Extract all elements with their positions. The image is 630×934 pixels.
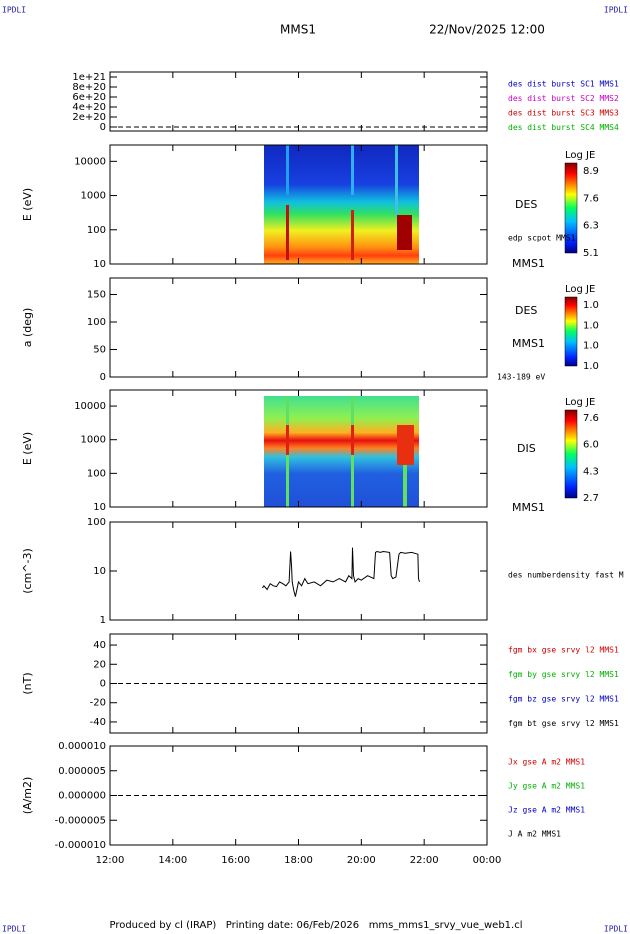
colorbar-title: Log JE bbox=[565, 150, 595, 161]
x-tick-label: 14:00 bbox=[158, 855, 187, 866]
legend-entry: des dist burst SC2 MMS2 bbox=[508, 94, 619, 103]
y-tick-label: -40 bbox=[90, 717, 106, 728]
colorbar bbox=[564, 162, 578, 254]
panel-frame bbox=[109, 71, 488, 132]
y-axis-label: (A/m2) bbox=[21, 777, 34, 815]
legend-entry: des dist burst SC4 MMS4 bbox=[508, 123, 619, 132]
x-tick-label: 22:00 bbox=[410, 855, 439, 866]
colorbar-title: Log JE bbox=[565, 284, 595, 295]
colorbar-label: 1.0 bbox=[583, 361, 599, 372]
y-tick-label: 100 bbox=[87, 225, 106, 236]
date: 22/Nov/2025 12:00 bbox=[429, 23, 545, 37]
y-tick-label: 1 bbox=[100, 615, 106, 626]
y-tick-label: 0.000000 bbox=[58, 791, 106, 802]
panel-frame bbox=[109, 277, 488, 378]
side-label: edp scpot MMS1 bbox=[508, 234, 576, 243]
y-tick-label: 10 bbox=[93, 566, 106, 577]
y-tick-label: 10 bbox=[93, 259, 106, 270]
y-tick-label: 10 bbox=[93, 502, 106, 513]
legend-entry: des dist burst SC3 MMS3 bbox=[508, 109, 619, 118]
dis-spectrogram bbox=[264, 396, 419, 507]
y-tick-label: 1e+21 bbox=[72, 72, 106, 83]
y-tick-label: -0.000010 bbox=[55, 840, 106, 851]
y-tick-label: 0 bbox=[100, 122, 106, 133]
colorbar-label: 6.3 bbox=[583, 221, 599, 232]
y-tick-label: 40 bbox=[93, 640, 106, 651]
legend-entry: fgm bz gse srvy l2 MMS1 bbox=[508, 695, 619, 704]
y-tick-label: 150 bbox=[87, 290, 106, 301]
colorbar bbox=[564, 409, 578, 499]
y-tick-label: 2e+20 bbox=[72, 112, 106, 123]
x-tick-label: 20:00 bbox=[347, 855, 376, 866]
y-tick-label: 6e+20 bbox=[72, 92, 106, 103]
legend-entry: fgm bt gse srvy l2 MMS1 bbox=[508, 719, 619, 728]
legend-entry: fgm bx gse srvy l2 MMS1 bbox=[508, 646, 619, 655]
y-tick-label: 0 bbox=[100, 372, 106, 383]
colorbar-label: 7.6 bbox=[583, 413, 599, 424]
panel-frame bbox=[109, 521, 488, 621]
x-tick-label: 00:00 bbox=[473, 855, 502, 866]
y-tick-label: 100 bbox=[87, 317, 106, 328]
legend-entry: fgm by gse srvy l2 MMS1 bbox=[508, 670, 619, 679]
side-label: MMS1 bbox=[512, 257, 545, 270]
colorbar-label: 6.0 bbox=[583, 440, 599, 451]
y-tick-label: 100 bbox=[87, 468, 106, 479]
y-tick-label: 10000 bbox=[74, 401, 106, 412]
y-axis-label: (cm^-3) bbox=[21, 548, 34, 594]
side-label: DES bbox=[515, 198, 537, 211]
y-axis-label: (nT) bbox=[21, 672, 34, 694]
x-tick-label: 18:00 bbox=[284, 855, 313, 866]
legend-entry: Jx gse A m2 MMS1 bbox=[508, 758, 585, 767]
colorbar-label: 8.9 bbox=[583, 166, 599, 177]
y-tick-label: -0.000005 bbox=[55, 815, 106, 826]
side-label: MMS1 bbox=[512, 337, 545, 350]
colorbar bbox=[564, 296, 578, 367]
colorbar-label: 7.6 bbox=[583, 193, 599, 204]
y-tick-label: 0.000005 bbox=[58, 766, 106, 777]
legend-entry: Jy gse A m2 MMS1 bbox=[508, 782, 585, 791]
corner-label: IPDLI bbox=[2, 925, 26, 934]
y-tick-label: 8e+20 bbox=[72, 82, 106, 93]
side-label: 143-189 eV bbox=[497, 373, 545, 382]
y-tick-label: 0.000010 bbox=[58, 741, 106, 752]
y-tick-label: 100 bbox=[87, 517, 106, 528]
y-tick-label: 10000 bbox=[74, 156, 106, 167]
side-label: DES bbox=[515, 304, 537, 317]
y-axis-label: E (eV) bbox=[21, 188, 34, 221]
y-axis-label: E (eV) bbox=[21, 432, 34, 465]
legend-entry: des numberdensity fast M bbox=[508, 571, 624, 580]
side-label: DIS bbox=[517, 442, 536, 455]
y-tick-label: 1000 bbox=[81, 435, 106, 446]
legend-entry: des dist burst SC1 MMS1 bbox=[508, 80, 619, 89]
y-axis-label: a (deg) bbox=[21, 308, 34, 348]
x-tick-label: 12:00 bbox=[96, 855, 125, 866]
legend-entry: Jz gse A m2 MMS1 bbox=[508, 806, 585, 815]
des-spectrogram bbox=[264, 145, 419, 264]
corner-label: IPDLI bbox=[604, 6, 628, 15]
y-tick-label: 4e+20 bbox=[72, 102, 106, 113]
legend-entry: J A m2 MMS1 bbox=[508, 830, 561, 839]
footer: Produced by cl (IRAP) Printing date: 06/… bbox=[109, 920, 522, 931]
side-label: MMS1 bbox=[512, 501, 545, 514]
y-tick-label: 0 bbox=[100, 679, 106, 690]
corner-label: IPDLI bbox=[2, 6, 26, 15]
data-line bbox=[261, 547, 420, 597]
title: MMS1 bbox=[280, 23, 316, 37]
colorbar-label: 5.1 bbox=[583, 248, 599, 259]
colorbar-label: 1.0 bbox=[583, 320, 599, 331]
y-tick-label: 20 bbox=[93, 659, 106, 670]
colorbar-label: 1.0 bbox=[583, 341, 599, 352]
colorbar-label: 1.0 bbox=[583, 300, 599, 311]
colorbar-label: 4.3 bbox=[583, 466, 599, 477]
y-tick-label: -20 bbox=[90, 698, 106, 709]
colorbar-title: Log JE bbox=[565, 397, 595, 408]
colorbar-label: 2.7 bbox=[583, 493, 599, 504]
y-tick-label: 1000 bbox=[81, 191, 106, 202]
corner-label: IPDLI bbox=[604, 925, 628, 934]
y-tick-label: 50 bbox=[93, 345, 106, 356]
x-tick-label: 16:00 bbox=[221, 855, 250, 866]
